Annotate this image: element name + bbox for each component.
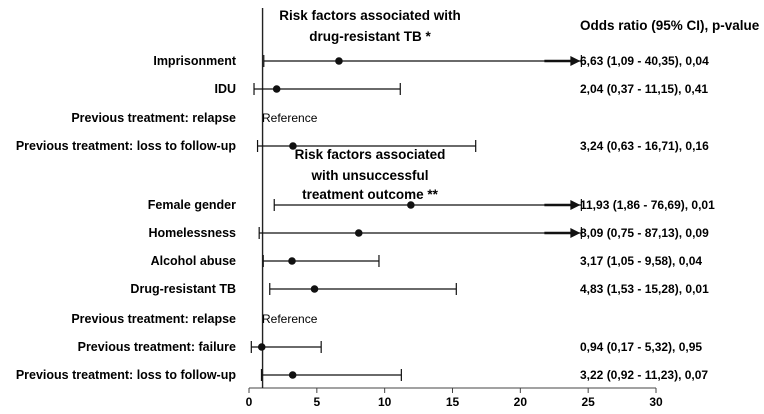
odds-ratio-text: 8,09 (0,75 - 87,13), 0,09 — [580, 226, 709, 240]
section-title: treatment outcome ** — [302, 187, 439, 202]
row-label: Previous treatment: failure — [78, 340, 236, 354]
forest-row: Imprisonment 6,63 (1,09 - 40,35), 0,04 — [153, 54, 709, 68]
odds-ratio-text: 6,63 (1,09 - 40,35), 0,04 — [580, 54, 709, 68]
row-label: Previous treatment: loss to follow-up — [16, 139, 237, 153]
x-tick-label: 15 — [446, 395, 460, 409]
odds-ratio-text: 3,17 (1,05 - 9,58), 0,04 — [580, 254, 702, 268]
row-label: Homelessness — [148, 226, 236, 240]
forest-row: Previous treatment: failure 0,94 (0,17 - … — [78, 340, 703, 354]
odds-ratio-text: 3,24 (0,63 - 16,71), 0,16 — [580, 139, 709, 153]
forest-row: Previous treatment: relapse Reference — [71, 312, 317, 326]
odds-ratio-header: Odds ratio (95% CI), p-value — [580, 18, 760, 33]
forest-row: IDU 2,04 (0,37 - 11,15), 0,41 — [214, 82, 708, 96]
odds-ratio-point — [310, 285, 319, 293]
forest-row: Alcohol abuse 3,17 (1,05 - 9,58), 0,04 — [151, 254, 703, 268]
odds-ratio-text: 2,04 (0,37 - 11,15), 0,41 — [580, 82, 708, 96]
row-label: Imprisonment — [153, 54, 236, 68]
section-title: with unsuccessful — [310, 168, 428, 183]
forest-row: Homelessness 8,09 (0,75 - 87,13), 0,09 — [148, 226, 709, 240]
row-label: Previous treatment: loss to follow-up — [16, 368, 237, 382]
odds-ratio-point — [335, 57, 343, 65]
x-tick-label: 10 — [378, 395, 392, 409]
odds-ratio-text: 3,22 (0,92 - 11,23), 0,07 — [580, 368, 708, 382]
row-label: IDU — [214, 82, 236, 96]
row-label: Drug-resistant TB — [130, 282, 236, 296]
odds-ratio-text: 4,83 (1,53 - 15,28), 0,01 — [580, 282, 709, 296]
row-label: Previous treatment: relapse — [71, 312, 236, 326]
odds-ratio-text: 0,94 (0,17 - 5,32), 0,95 — [580, 340, 702, 354]
odds-ratio-point — [257, 343, 266, 351]
odds-ratio-point — [288, 257, 296, 265]
forest-row: Drug-resistant TB 4,83 (1,53 - 15,28), 0,… — [130, 282, 709, 296]
arrow-head — [570, 228, 581, 238]
reference-text: Reference — [262, 312, 318, 326]
section-title: Risk factors associated with — [279, 8, 461, 23]
odds-ratio-point — [354, 229, 363, 237]
row-label: Previous treatment: relapse — [71, 111, 236, 125]
odds-ratio-text: 11,93 (1,86 - 76,69), 0,01 — [580, 198, 715, 212]
arrow-head — [570, 56, 581, 66]
section-title: drug-resistant TB * — [309, 29, 431, 44]
forest-row: Previous treatment: loss to follow-up 3,2… — [16, 368, 709, 382]
forest-row: Female gender 11,93 (1,86 - 76,69), 0,01 — [148, 198, 715, 212]
row-label: Alcohol abuse — [151, 254, 236, 268]
forest-row: Previous treatment: relapse Reference — [71, 111, 317, 125]
forest-row: Previous treatment: loss to follow-up 3,2… — [16, 139, 709, 153]
arrow-head — [570, 200, 581, 210]
odds-ratio-point — [288, 371, 297, 379]
odds-ratio-point — [272, 85, 281, 93]
x-tick-label: 25 — [581, 395, 595, 409]
x-tick-label: 5 — [313, 395, 320, 409]
row-label: Female gender — [148, 198, 236, 212]
reference-text: Reference — [262, 111, 318, 125]
x-tick-label: 20 — [514, 395, 528, 409]
odds-ratio-point — [407, 201, 415, 209]
x-tick-label: 0 — [246, 395, 253, 409]
odds-ratio-point — [289, 142, 297, 150]
section-title: Risk factors associated — [295, 147, 446, 162]
x-tick-label: 30 — [649, 395, 663, 409]
